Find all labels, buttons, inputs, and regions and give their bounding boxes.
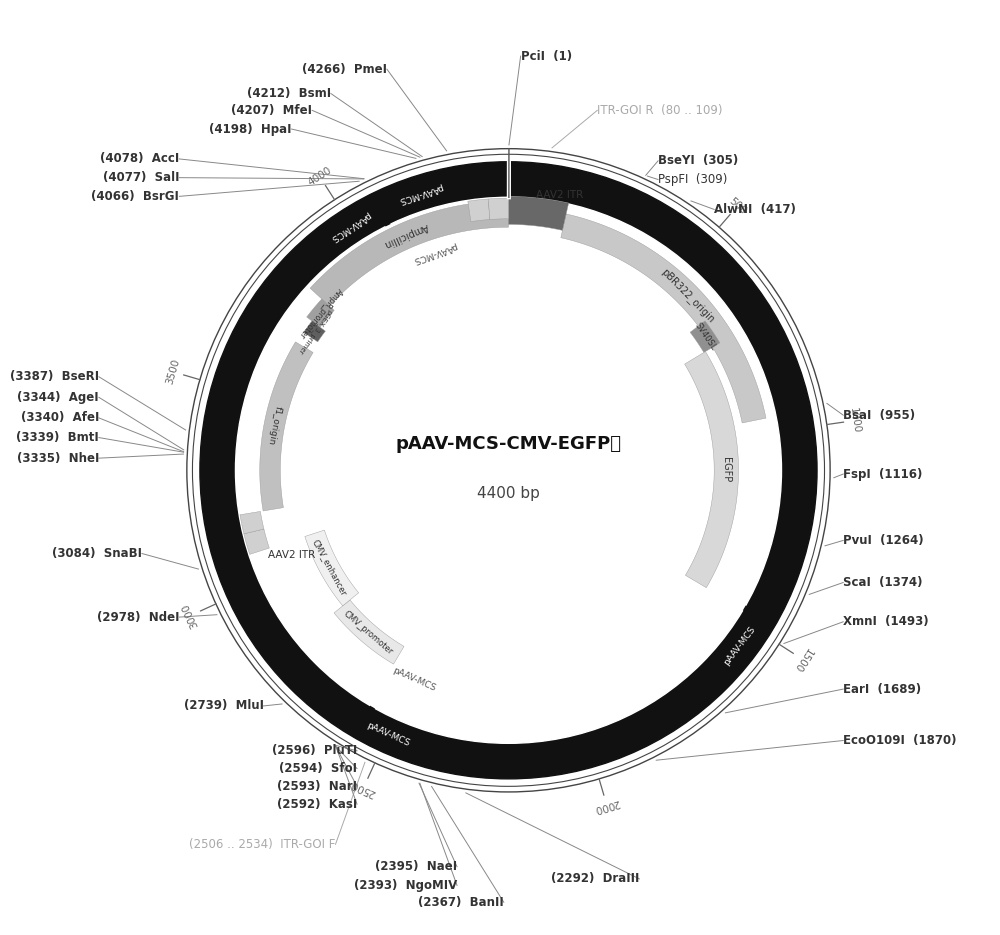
Text: 1500: 1500 bbox=[791, 645, 814, 673]
Polygon shape bbox=[304, 321, 325, 342]
Text: (2395)  NaeI: (2395) NaeI bbox=[375, 860, 457, 873]
Text: 4400 bp: 4400 bp bbox=[477, 486, 540, 501]
Circle shape bbox=[235, 197, 782, 743]
Text: BseYI  (305): BseYI (305) bbox=[658, 154, 738, 167]
Text: pAAV-MCS-CMV-EGFP反: pAAV-MCS-CMV-EGFP反 bbox=[395, 435, 621, 453]
Text: 2000: 2000 bbox=[593, 798, 621, 814]
Text: (3387)  BseRI: (3387) BseRI bbox=[10, 370, 99, 383]
Text: (2592)  KasI: (2592) KasI bbox=[277, 798, 357, 811]
Text: AmpR_promoter: AmpR_promoter bbox=[297, 286, 344, 340]
Text: (3335)  NheI: (3335) NheI bbox=[17, 452, 99, 465]
Text: (2596)  PluTI: (2596) PluTI bbox=[272, 744, 357, 757]
Text: pAAV-MCS: pAAV-MCS bbox=[329, 209, 372, 242]
Polygon shape bbox=[685, 352, 738, 588]
Text: (3344)  AgeI: (3344) AgeI bbox=[17, 391, 99, 404]
Text: AAV2 ITR: AAV2 ITR bbox=[268, 550, 315, 560]
Text: (2978)  NdeI: (2978) NdeI bbox=[97, 611, 179, 624]
Text: 3500: 3500 bbox=[164, 358, 181, 386]
Text: (4077)  SalI: (4077) SalI bbox=[103, 171, 179, 184]
Text: EarI  (1689): EarI (1689) bbox=[843, 683, 921, 696]
Text: Ampicillin: Ampicillin bbox=[382, 222, 430, 250]
Polygon shape bbox=[561, 214, 766, 423]
Text: (4198)  HpaI: (4198) HpaI bbox=[209, 122, 292, 136]
Text: 4000: 4000 bbox=[306, 165, 333, 187]
Polygon shape bbox=[307, 299, 334, 327]
Polygon shape bbox=[468, 199, 490, 222]
Text: XmnI  (1493): XmnI (1493) bbox=[843, 615, 929, 628]
Text: PspFI  (309): PspFI (309) bbox=[658, 173, 727, 186]
Text: PciI  (1): PciI (1) bbox=[521, 50, 572, 63]
Text: pAAV-MCS: pAAV-MCS bbox=[365, 721, 411, 749]
Polygon shape bbox=[305, 530, 359, 606]
Text: 500: 500 bbox=[727, 195, 748, 216]
Text: (4066)  BsrGI: (4066) BsrGI bbox=[91, 190, 179, 203]
Polygon shape bbox=[334, 600, 404, 664]
Text: (4212)  BsmI: (4212) BsmI bbox=[247, 87, 331, 100]
Text: (4207)  MfeI: (4207) MfeI bbox=[231, 104, 312, 117]
Text: 1000: 1000 bbox=[848, 407, 861, 434]
Text: pGEX_3_primer: pGEX_3_primer bbox=[296, 308, 333, 355]
Text: (3340)  AfeI: (3340) AfeI bbox=[21, 411, 99, 424]
Text: (2292)  DraIII: (2292) DraIII bbox=[551, 872, 639, 885]
Circle shape bbox=[200, 162, 817, 779]
Polygon shape bbox=[244, 529, 269, 554]
Text: CMV_enhancer: CMV_enhancer bbox=[310, 538, 349, 597]
Text: (2593)  NarI: (2593) NarI bbox=[277, 780, 357, 793]
Text: (2367)  BanII: (2367) BanII bbox=[418, 896, 504, 909]
Text: FspI  (1116): FspI (1116) bbox=[843, 468, 923, 481]
Text: EcoO109I  (1870): EcoO109I (1870) bbox=[843, 734, 957, 747]
Text: SV40SL: SV40SL bbox=[692, 322, 718, 352]
Text: EGFP: EGFP bbox=[721, 457, 731, 482]
Text: (2393)  NgoMIV: (2393) NgoMIV bbox=[354, 879, 457, 892]
Text: (4266)  PmeI: (4266) PmeI bbox=[302, 63, 387, 76]
Text: f1_origin: f1_origin bbox=[266, 405, 283, 445]
Text: CMV_promoter: CMV_promoter bbox=[342, 610, 395, 657]
Text: (2594)  SfoI: (2594) SfoI bbox=[279, 762, 357, 775]
Polygon shape bbox=[508, 196, 569, 230]
Text: PvuI  (1264): PvuI (1264) bbox=[843, 534, 924, 547]
Text: pAAV-MCS: pAAV-MCS bbox=[722, 626, 758, 668]
Polygon shape bbox=[690, 321, 720, 352]
Polygon shape bbox=[240, 511, 264, 534]
Text: ScaI  (1374): ScaI (1374) bbox=[843, 576, 923, 589]
Text: 3000: 3000 bbox=[180, 601, 200, 629]
Text: ITR-GOI R  (80 .. 109): ITR-GOI R (80 .. 109) bbox=[597, 104, 723, 117]
Text: pAAV-MCS: pAAV-MCS bbox=[391, 667, 437, 694]
Text: (2739)  MluI: (2739) MluI bbox=[184, 699, 264, 712]
Text: (2506 .. 2534)  ITR-GOI F: (2506 .. 2534) ITR-GOI F bbox=[189, 838, 336, 851]
Text: AlwNI  (417): AlwNI (417) bbox=[714, 203, 796, 216]
Text: (3339)  BmtI: (3339) BmtI bbox=[16, 431, 99, 444]
Text: pAAV-MCS: pAAV-MCS bbox=[397, 181, 444, 205]
Text: 2500: 2500 bbox=[349, 779, 377, 798]
Text: (4078)  AccI: (4078) AccI bbox=[100, 152, 179, 165]
Text: pBR322_origin: pBR322_origin bbox=[659, 266, 717, 324]
Text: pAAV-MCS: pAAV-MCS bbox=[411, 241, 458, 265]
Text: BsaI  (955): BsaI (955) bbox=[843, 409, 915, 422]
Polygon shape bbox=[310, 201, 508, 306]
Text: (3084)  SnaBI: (3084) SnaBI bbox=[52, 547, 142, 560]
Polygon shape bbox=[488, 198, 508, 220]
Text: AAV2 ITR: AAV2 ITR bbox=[536, 190, 583, 200]
Polygon shape bbox=[260, 342, 313, 511]
